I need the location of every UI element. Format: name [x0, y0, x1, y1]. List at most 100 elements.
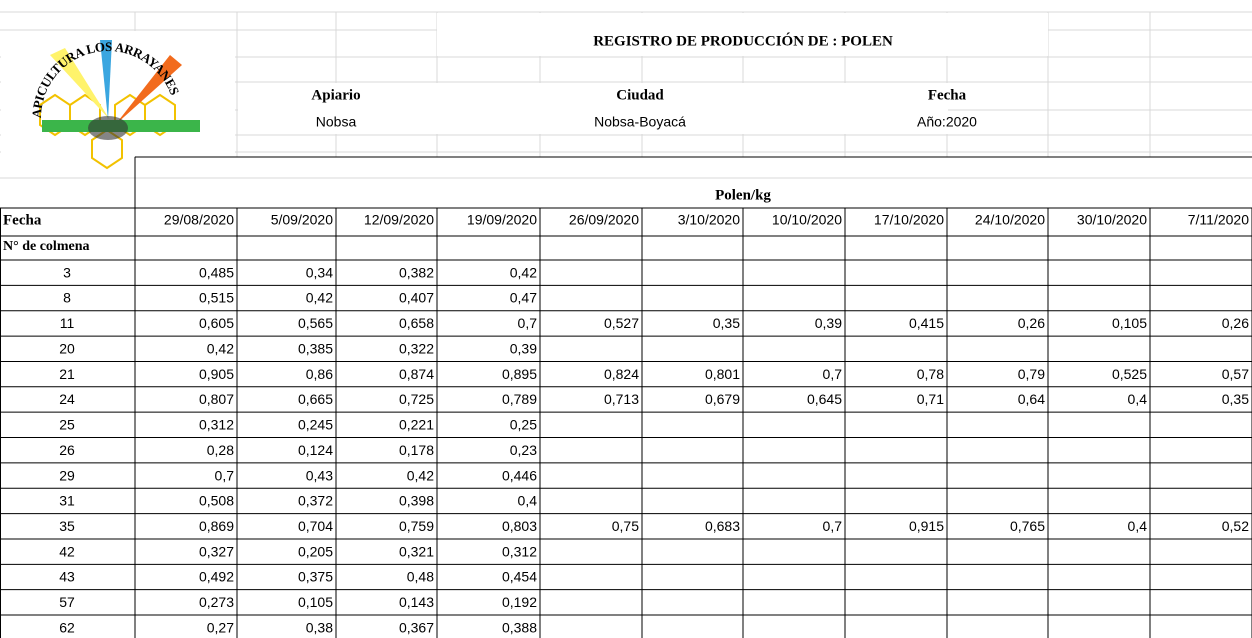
cell-value: 0,683	[705, 518, 740, 534]
cell-value: 0,27	[207, 619, 234, 635]
cell-value: 0,192	[502, 594, 537, 610]
cell-value: 0,492	[199, 569, 234, 585]
cell-value: 0,605	[199, 315, 234, 331]
cell-value: 0,38	[306, 619, 333, 635]
fecha-label: Fecha	[928, 87, 967, 103]
cell-value: 0,4	[518, 493, 538, 509]
cell-value: 0,42	[510, 264, 537, 280]
cell-value: 0,398	[399, 493, 434, 509]
date: 5/09/2020	[271, 212, 333, 228]
cell-value: 0,48	[407, 569, 434, 585]
cell-value: 0,39	[815, 315, 842, 331]
cell-value: 0,824	[604, 366, 639, 382]
date: 26/09/2020	[569, 212, 639, 228]
hive-label: N° de colmena	[3, 239, 89, 254]
cell-value: 0,52	[1222, 518, 1249, 534]
cell-value: 0,388	[502, 619, 537, 635]
unit-label: Polen/kg	[715, 187, 771, 203]
cell-value: 0,105	[298, 594, 333, 610]
hive: 3	[63, 264, 71, 280]
cell-value: 0,42	[407, 467, 434, 483]
apiario-label: Apiario	[311, 87, 360, 103]
cell-value: 0,4	[1128, 518, 1148, 534]
cell-value: 0,105	[1112, 315, 1147, 331]
cell-value: 0,789	[502, 391, 537, 407]
hive: 42	[59, 543, 75, 559]
date: 10/10/2020	[772, 212, 842, 228]
cell-value: 0,312	[199, 417, 234, 433]
cell-value: 0,26	[1018, 315, 1045, 331]
cell-value: 0,508	[199, 493, 234, 509]
ciudad: Nobsa-Boyacá	[594, 114, 686, 130]
cell-value: 0,803	[502, 518, 537, 534]
date: 7/11/2020	[1188, 212, 1249, 228]
cell-value: 0,221	[399, 417, 434, 433]
date: 24/10/2020	[975, 212, 1045, 228]
hive: 57	[59, 594, 75, 610]
cell-value: 0,124	[298, 442, 333, 458]
cell-value: 0,565	[298, 315, 333, 331]
cell-value: 0,57	[1222, 366, 1249, 382]
cell-value: 0,485	[199, 264, 234, 280]
hive: 25	[59, 417, 75, 433]
cell-value: 0,446	[502, 467, 537, 483]
hive: 20	[59, 340, 75, 356]
cell-value: 0,765	[1010, 518, 1045, 534]
hive: 21	[59, 366, 75, 382]
cell-value: 0,658	[399, 315, 434, 331]
cell-value: 0,245	[298, 417, 333, 433]
title: REGISTRO DE PRODUCCIÓN DE : POLEN	[593, 32, 893, 49]
ciudad-label: Ciudad	[616, 87, 664, 103]
cell-value: 0,25	[510, 417, 537, 433]
cell-value: 0,713	[604, 391, 639, 407]
cell-value: 0,35	[1222, 391, 1249, 407]
cell-value: 0,43	[306, 467, 333, 483]
hive: 24	[59, 391, 75, 407]
date: 29/08/2020	[164, 212, 234, 228]
cell-value: 0,71	[917, 391, 944, 407]
cell-value: 0,86	[306, 366, 333, 382]
grid	[0, 11, 1252, 638]
cell-value: 0,407	[399, 290, 434, 306]
cell-value: 0,178	[399, 442, 434, 458]
hive: 29	[59, 467, 75, 483]
cell-value: 0,78	[917, 366, 944, 382]
cell-value: 0,47	[510, 290, 537, 306]
cell-value: 0,35	[713, 315, 740, 331]
cell-value: 0,7	[823, 366, 843, 382]
cell-value: 0,382	[399, 264, 434, 280]
cell-value: 0,42	[306, 290, 333, 306]
cell-value: 0,205	[298, 543, 333, 559]
cell-value: 0,915	[909, 518, 944, 534]
cell-value: 0,321	[399, 543, 434, 559]
cell-value: 0,312	[502, 543, 537, 559]
date: 12/09/2020	[364, 212, 434, 228]
fecha: Año:2020	[917, 114, 977, 130]
cell-value: 0,375	[298, 569, 333, 585]
cell-value: 0,665	[298, 391, 333, 407]
cell-value: 0,26	[1222, 315, 1249, 331]
cell-value: 0,801	[705, 366, 740, 382]
cell-value: 0,874	[399, 366, 434, 382]
cell-value: 0,515	[199, 290, 234, 306]
cell-value: 0,367	[399, 619, 434, 635]
hive: 43	[59, 569, 75, 585]
hive: 62	[59, 619, 75, 635]
cell-value: 0,7	[215, 467, 235, 483]
cell-value: 0,327	[199, 543, 234, 559]
date: 30/10/2020	[1077, 212, 1147, 228]
date: 17/10/2020	[874, 212, 944, 228]
header-bg	[238, 83, 948, 134]
header-bg	[437, 13, 1048, 56]
cell-value: 0,759	[399, 518, 434, 534]
hive: 8	[63, 290, 71, 306]
cell-value: 0,415	[909, 315, 944, 331]
cell-value: 0,23	[510, 442, 537, 458]
cell-value: 0,143	[399, 594, 434, 610]
hive: 11	[60, 315, 75, 331]
cell-value: 0,905	[199, 366, 234, 382]
cell-value: 0,34	[306, 264, 333, 280]
cell-value: 0,869	[199, 518, 234, 534]
date: 3/10/2020	[678, 212, 740, 228]
